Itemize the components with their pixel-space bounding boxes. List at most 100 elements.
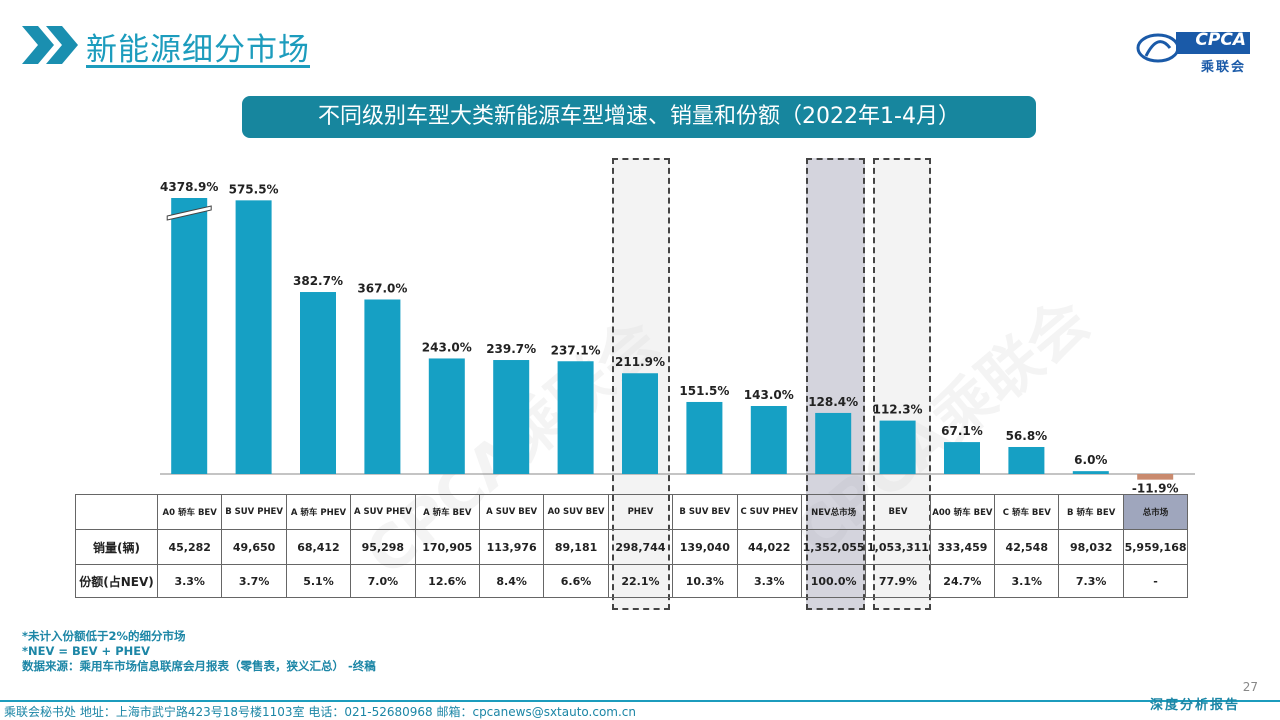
column-header: PHEV xyxy=(607,494,674,530)
axis-break-mark xyxy=(166,205,212,221)
table-cell: 170,905 xyxy=(414,529,480,565)
logo-text: CPCA xyxy=(1195,30,1246,50)
table-cell: 68,412 xyxy=(285,529,352,565)
footnotes: *未计入份额低于2%的细分市场 *NEV = BEV + PHEV 数据来源：乘… xyxy=(22,629,376,674)
data-label: 382.7% xyxy=(293,274,343,288)
data-label: 4378.9% xyxy=(160,180,218,194)
bar xyxy=(750,406,787,474)
table-cell: 298,744 xyxy=(607,529,674,565)
table-cell: 139,040 xyxy=(672,529,738,565)
page-title: 新能源细分市场 xyxy=(86,32,310,68)
column-header: C SUV PHEV xyxy=(736,494,802,530)
bar xyxy=(622,373,658,474)
bar xyxy=(235,200,272,475)
table-cell: 98,032 xyxy=(1058,529,1124,565)
table-cell: 12.6% xyxy=(414,564,480,598)
data-label: 239.7% xyxy=(486,342,536,356)
column-header: NEV总市场 xyxy=(800,494,867,530)
column-header: A 轿车 PHEV xyxy=(285,494,352,530)
table-cell: 77.9% xyxy=(865,564,931,598)
column-header: A SUV PHEV xyxy=(350,494,416,530)
table-cell: 7.0% xyxy=(350,564,416,598)
table-row-sales: 销量(辆) 45,282 49,650 68,412 95,298 170,905 113,… xyxy=(75,529,1189,565)
bar xyxy=(879,420,916,474)
column-header: 总市场 xyxy=(1122,494,1189,530)
data-label: 151.5% xyxy=(679,384,729,398)
data-label: 67.1% xyxy=(941,424,983,438)
table-cell: 113,976 xyxy=(478,529,545,565)
bar xyxy=(1137,474,1174,480)
table-cell: 5.1% xyxy=(285,564,352,598)
footer-divider xyxy=(0,700,1280,702)
table-cell: 3.3% xyxy=(156,564,223,598)
table-cell: 5,959,168 xyxy=(1122,529,1189,565)
growth-bar-chart: 4378.9% 575.5% 382.7% 367.0% 243.0% 239.7% 237… xyxy=(160,180,1195,496)
column-header: B SUV PHEV xyxy=(221,494,287,530)
footnote: *未计入份额低于2%的细分市场 xyxy=(22,629,186,643)
table-cell: 10.3% xyxy=(672,564,738,598)
table-cell: 24.7% xyxy=(929,564,996,598)
bar xyxy=(1072,471,1109,474)
data-label: 6.0% xyxy=(1074,453,1107,467)
page-number: 27 xyxy=(1242,680,1258,694)
logo-subtext: 乘联会 xyxy=(1200,60,1246,75)
bar xyxy=(493,360,530,474)
data-label: 575.5% xyxy=(229,182,279,196)
table-cell: 3.3% xyxy=(736,564,802,598)
table-cell: 45,282 xyxy=(156,529,223,565)
bar xyxy=(171,198,208,474)
data-label: 56.8% xyxy=(1006,429,1048,443)
footnote: 数据来源：乘用车市场信息联席会月报表（零售表，狭义汇总） -终稿 xyxy=(22,659,376,673)
table-cell: - xyxy=(1122,564,1189,598)
footnote: *NEV = BEV + PHEV xyxy=(22,644,151,658)
table-row-share: 份额(占NEV) 3.3% 3.7% 5.1% 7.0% 12.6% 8.4% 6.6% 22.… xyxy=(75,564,1189,598)
table-cell: 44,022 xyxy=(736,529,802,565)
column-header: A00 轿车 BEV xyxy=(929,494,996,530)
bar xyxy=(1008,446,1045,474)
table-cell: 100.0% xyxy=(800,564,867,598)
row-label-share: 份额(占NEV) xyxy=(75,564,158,598)
data-label: 112.3% xyxy=(873,403,923,417)
data-label: 143.0% xyxy=(744,388,794,402)
table-cell: 89,181 xyxy=(543,529,609,565)
column-header: C 轿车 BEV xyxy=(994,494,1060,530)
chart-banner-title: 不同级别车型大类新能源车型增速、销量和份额（2022年1-4月） xyxy=(242,96,1036,138)
column-header: A SUV BEV xyxy=(478,494,545,530)
sales-share-table: A0 轿车 BEV B SUV PHEV A 轿车 PHEV A SUV PHEV A … xyxy=(75,494,1189,598)
bar xyxy=(428,358,465,474)
table-corner-cell xyxy=(75,494,158,530)
column-header: A 轿车 BEV xyxy=(414,494,480,530)
bar xyxy=(686,401,723,474)
table-cell: 7.3% xyxy=(1058,564,1124,598)
table-cell: 1,053,311 xyxy=(865,529,931,565)
data-label: 243.0% xyxy=(422,340,472,354)
chevron-icon xyxy=(22,26,78,64)
data-label: 211.9% xyxy=(615,355,665,369)
table-cell: 333,459 xyxy=(929,529,996,565)
cpca-logo-icon xyxy=(1136,32,1250,63)
footer-report-label: 深度分析报告 xyxy=(1149,698,1240,713)
bar xyxy=(364,299,401,474)
table-cell: 3.1% xyxy=(994,564,1060,598)
table-cell: 42,548 xyxy=(994,529,1060,565)
footer-contact: 乘联会秘书处 地址：上海市武宁路423号18号楼1103室 电话：021-526… xyxy=(4,705,637,719)
data-label: 128.4% xyxy=(808,395,858,409)
bar xyxy=(557,361,594,474)
column-header: A0 SUV BEV xyxy=(543,494,609,530)
table-cell: 49,650 xyxy=(221,529,287,565)
table-header-row: A0 轿车 BEV B SUV PHEV A 轿车 PHEV A SUV PHEV A … xyxy=(75,494,1189,530)
data-label: 237.1% xyxy=(551,343,601,357)
column-header: B SUV BEV xyxy=(672,494,738,530)
table-cell: 95,298 xyxy=(350,529,416,565)
table-cell: 6.6% xyxy=(543,564,609,598)
table-cell: 8.4% xyxy=(478,564,545,598)
column-header: A0 轿车 BEV xyxy=(156,494,223,530)
bar xyxy=(815,412,852,474)
table-cell: 3.7% xyxy=(221,564,287,598)
column-header: B 轿车 BEV xyxy=(1058,494,1124,530)
data-label: 367.0% xyxy=(357,281,407,295)
column-header: BEV xyxy=(865,494,931,530)
table-cell: 1,352,055 xyxy=(800,529,867,565)
bar xyxy=(300,292,336,474)
table-cell: 22.1% xyxy=(607,564,674,598)
